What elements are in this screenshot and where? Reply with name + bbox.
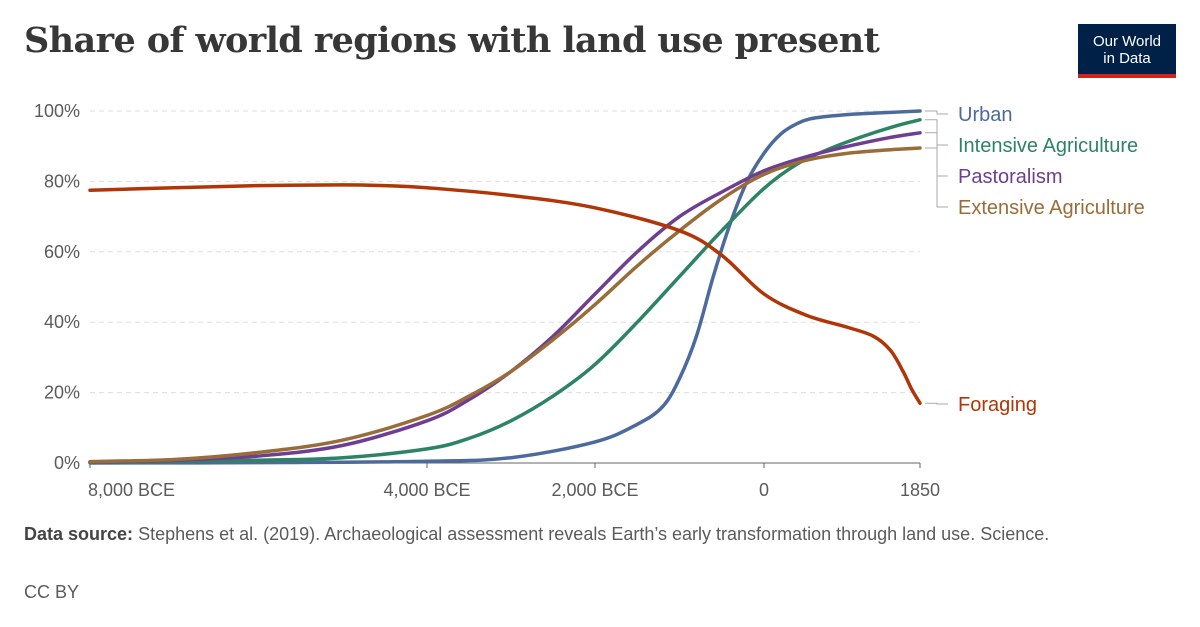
- series-line-intensive-agriculture[interactable]: [88, 118, 922, 465]
- legend-label-pastoralism[interactable]: Pastoralism: [958, 166, 1062, 188]
- owid-logo[interactable]: Our World in Data: [1078, 24, 1176, 78]
- series-line-foraging[interactable]: [88, 183, 922, 405]
- y-tick-label: 20%: [44, 383, 80, 403]
- legend-label-foraging[interactable]: Foraging: [958, 394, 1037, 416]
- y-tick-label: 60%: [44, 242, 80, 262]
- legend: Urban Intensive Agriculture Pastoralism Ext…: [925, 104, 1145, 416]
- x-tick-label: 2,000 BCE: [551, 480, 638, 500]
- logo-line-2: in Data: [1103, 50, 1151, 67]
- y-tick-label: 40%: [44, 312, 80, 332]
- legend-connector: [925, 402, 948, 405]
- x-tick-label: 0: [759, 480, 769, 500]
- series-lines: [88, 109, 922, 465]
- x-tick-label: 8,000 BCE: [88, 480, 175, 500]
- legend-label-extensive-agriculture[interactable]: Extensive Agriculture: [958, 197, 1145, 219]
- legend-connector: [925, 110, 948, 115]
- legend-connector: [925, 147, 948, 208]
- y-tick-label: 80%: [44, 171, 80, 191]
- license: CC BY: [24, 582, 80, 602]
- legend-label-urban[interactable]: Urban: [958, 104, 1012, 126]
- data-source: Data source: Stephens et al. (2019). Arc…: [24, 522, 1154, 546]
- chart-title: Share of world regions with land use pre…: [24, 20, 880, 61]
- x-tick-label: 4,000 BCE: [383, 480, 470, 500]
- y-tick-label: 0%: [54, 453, 80, 473]
- series-line-extensive-agriculture[interactable]: [88, 146, 922, 464]
- grid-lines: [90, 110, 920, 394]
- y-axis-labels: 0% 20% 40% 60% 80% 100%: [34, 101, 80, 473]
- series-line-urban[interactable]: [88, 109, 922, 465]
- legend-label-intensive-agriculture[interactable]: Intensive Agriculture: [958, 135, 1138, 157]
- logo-line-1: Our World: [1092, 33, 1162, 50]
- x-tick-label: 1850: [900, 480, 940, 500]
- series-line-pastoralism[interactable]: [88, 131, 922, 464]
- x-axis-labels: 8,000 BCE 4,000 BCE 2,000 BCE 0 1850: [88, 480, 940, 500]
- y-tick-label: 100%: [34, 101, 80, 121]
- data-source-label: Data source:: [24, 524, 134, 544]
- data-source-text: Stephens et al. (2019). Archaeological a…: [138, 524, 1050, 544]
